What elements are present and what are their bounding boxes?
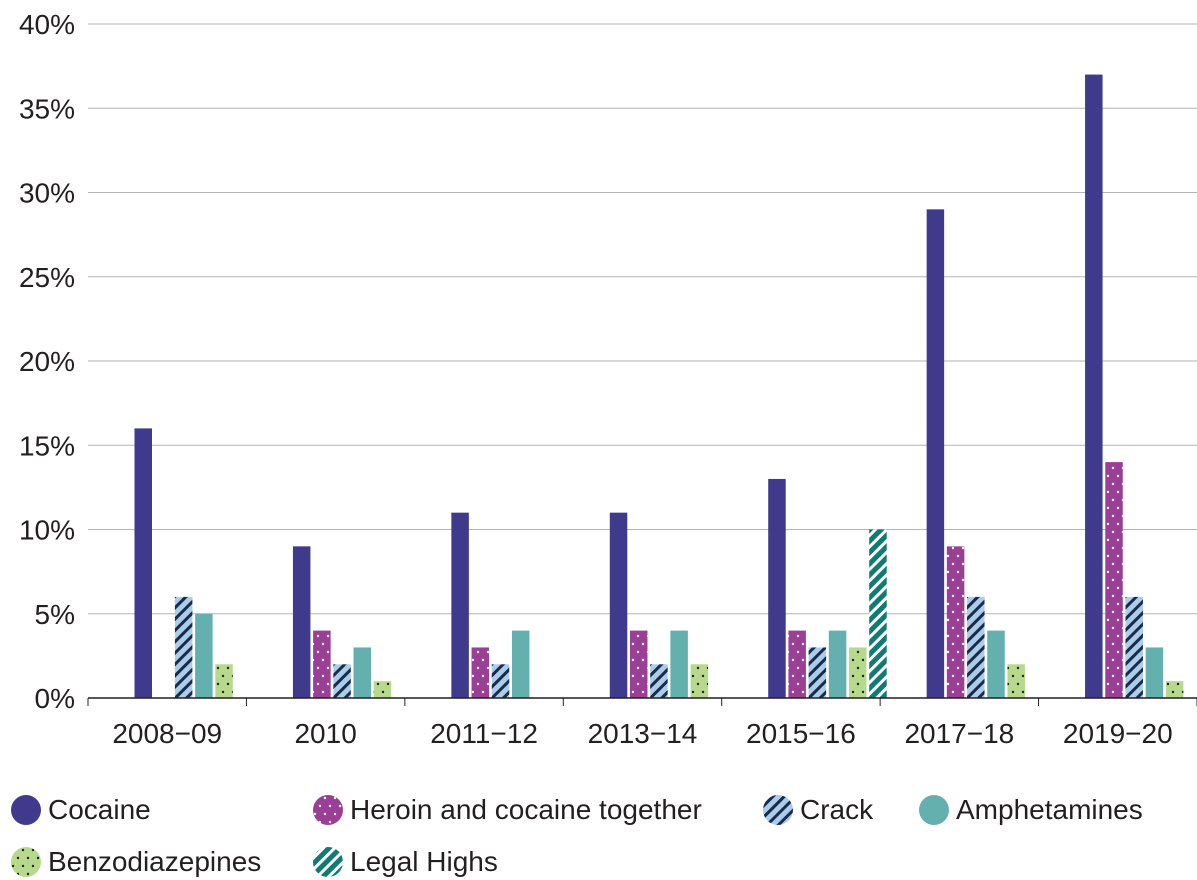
x-tick-label: 2011−12: [430, 718, 538, 749]
bar-benzodiazepines-5: [1007, 664, 1025, 698]
y-tick-label: 20%: [19, 346, 75, 377]
legend-item-crack: Crack: [762, 794, 873, 826]
y-tick-label: 35%: [19, 93, 75, 124]
bar-cocaine-6: [1085, 74, 1103, 699]
bar-cocaine-4: [768, 478, 786, 698]
x-tick-label: 2017−18: [904, 718, 1014, 749]
bar-amphetamines-0: [195, 613, 213, 698]
legend-swatch-benzodiazepines: [11, 847, 41, 877]
legend-swatch-amphetamines: [919, 795, 949, 825]
x-tick-label: 2019−20: [1063, 718, 1173, 749]
bar-crack-3: [650, 664, 668, 698]
legend-item-legal-highs: Legal Highs: [312, 846, 498, 878]
bar-benzodiazepines-1: [373, 681, 392, 698]
legend-swatch-crack: [763, 795, 793, 825]
bar-heroin-and-cocaine-together-6: [1105, 462, 1123, 698]
bar-crack-4: [808, 647, 827, 698]
bar-crack-5: [967, 596, 985, 698]
bar-cocaine-0: [134, 428, 152, 698]
bar-benzodiazepines-6: [1165, 681, 1184, 698]
y-tick-label: 40%: [19, 9, 75, 40]
bar-heroin-and-cocaine-together-5: [946, 546, 965, 698]
bar-chart: 0% 5% 10% 15% 20% 25% 30% 35% 40% 2008−09 2010 2011…: [19, 9, 1197, 749]
bar-cocaine-2: [451, 512, 469, 698]
legend-swatch-legal-highs: [313, 847, 343, 877]
bar-amphetamines-6: [1145, 647, 1164, 698]
x-tick-label: 2013−14: [588, 718, 698, 749]
bar-cocaine-5: [926, 209, 945, 698]
legend-item-benzodiazepines: Benzodiazepines: [10, 846, 261, 878]
bar-benzodiazepines-3: [690, 664, 709, 698]
x-tick-label: 2008−09: [112, 718, 222, 749]
bar-crack-2: [491, 664, 510, 698]
bar-amphetamines-4: [828, 630, 847, 698]
bar-amphetamines-1: [353, 647, 372, 698]
y-tick-label: 0%: [35, 683, 75, 714]
bar-amphetamines-3: [670, 630, 688, 698]
y-tick-label: 10%: [19, 515, 75, 546]
bar-crack-6: [1125, 596, 1143, 698]
bar-amphetamines-5: [987, 630, 1005, 698]
bar-heroin-and-cocaine-together-4: [788, 630, 806, 698]
legend-label: Crack: [800, 794, 874, 825]
bar-cocaine-1: [292, 546, 311, 698]
legend-label: Amphetamines: [956, 794, 1143, 825]
bar-legal-highs-4: [869, 529, 887, 698]
legend-item-cocaine: Cocaine: [10, 794, 151, 826]
x-tick-label: 2015−16: [746, 718, 856, 749]
legend-item-heroin-and-cocaine-together: Heroin and cocaine together: [312, 794, 702, 826]
legend-swatch-cocaine: [11, 795, 41, 825]
bar-benzodiazepines-4: [849, 647, 867, 698]
legend-label: Benzodiazepines: [48, 846, 262, 877]
bar-heroin-and-cocaine-together-2: [471, 647, 490, 698]
bar-crack-1: [333, 664, 351, 698]
y-tick-label: 30%: [19, 178, 75, 209]
y-tick-label: 15%: [19, 430, 75, 461]
legend: Cocaine Heroin and cocaine together Crack A…: [0, 790, 1197, 880]
bar-crack-0: [174, 596, 193, 698]
y-tick-label: 5%: [35, 599, 75, 630]
bar-cocaine-3: [609, 512, 628, 698]
x-tick-label: 2010: [294, 718, 356, 749]
bar-heroin-and-cocaine-together-3: [629, 630, 648, 698]
legend-label: Legal Highs: [350, 846, 498, 877]
legend-label: Cocaine: [48, 794, 151, 825]
bar-heroin-and-cocaine-together-1: [313, 630, 331, 698]
legend-item-amphetamines: Amphetamines: [918, 794, 1143, 826]
y-tick-label: 25%: [19, 262, 75, 293]
legend-label: Heroin and cocaine together: [350, 794, 702, 825]
bar-amphetamines-2: [511, 630, 530, 698]
legend-swatch-heroin-and-cocaine-together: [313, 795, 343, 825]
bar-benzodiazepines-0: [215, 664, 233, 698]
